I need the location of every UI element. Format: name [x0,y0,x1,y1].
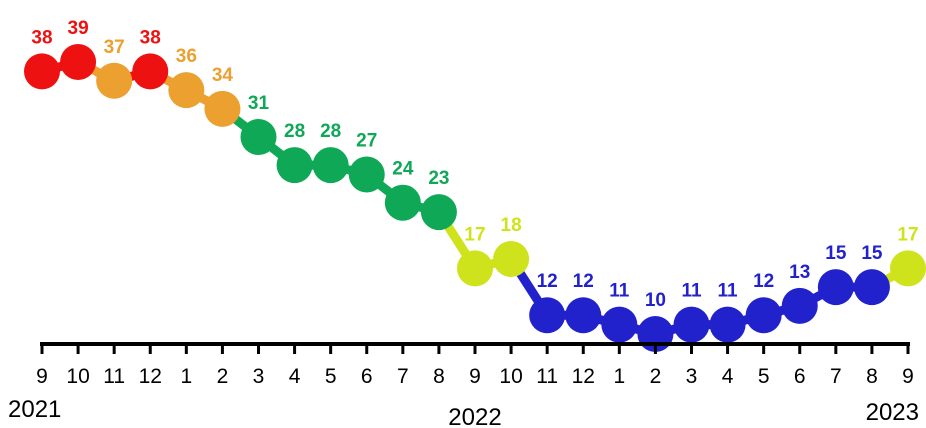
x-tick-label: 8 [433,365,445,388]
x-tick-label: 11 [536,365,558,388]
data-point [348,156,385,193]
year-label: 2022 [448,404,501,428]
data-point [168,72,205,109]
x-tick-label: 5 [325,365,337,388]
x-tick-label: 9 [469,365,481,388]
x-tick-label: 10 [499,365,522,388]
x-tick-label: 4 [289,365,301,388]
data-label: 18 [501,215,522,236]
data-label: 12 [753,271,774,292]
x-tick-label: 3 [686,365,698,388]
x-tick-label: 11 [103,365,125,388]
data-point [601,306,638,343]
data-point [96,62,133,99]
data-point [853,269,890,306]
x-tick-label: 6 [794,365,806,388]
data-label: 10 [645,290,666,311]
x-tick-label: 3 [253,365,265,388]
data-point [493,240,530,277]
data-label: 15 [825,243,847,264]
data-label: 23 [428,168,449,189]
year-label: 2023 [866,399,919,426]
data-point [276,147,313,184]
data-point [457,250,493,287]
data-point [420,194,457,231]
data-points [24,44,926,352]
data-labels: 38 39 37 38 36 34 31 28 28 27 24 23 17 18 12 12 11 10 11 11… [31,18,918,311]
x-tick-label: 2 [650,365,662,388]
data-point [204,90,241,127]
data-label: 31 [248,93,270,114]
year-labels: 2021 2022 2023 [8,396,919,428]
data-point [240,119,277,156]
data-point [384,184,421,221]
data-point [890,250,926,287]
line-segments [37,57,913,339]
x-tick-label: 12 [139,365,162,388]
data-label: 17 [464,224,485,245]
data-label: 27 [356,131,377,152]
data-point [709,306,746,343]
data-label: 12 [537,271,558,292]
data-label: 38 [31,27,52,48]
x-tick-label: 10 [66,365,89,388]
data-label: 37 [104,37,125,58]
data-point [817,269,854,306]
data-point [24,53,60,90]
x-tick-label: 1 [180,365,192,388]
x-tick-label: 7 [397,365,409,388]
year-label: 2021 [8,396,61,423]
data-label: 11 [718,281,739,302]
data-label: 36 [176,46,197,67]
x-tick-label: 4 [722,365,734,388]
x-tick-label: 6 [361,365,373,388]
data-label: 24 [392,159,414,180]
x-tick-label: 5 [758,365,770,388]
data-point [673,306,710,343]
data-point [132,53,169,90]
data-label: 39 [68,18,89,39]
data-point [312,147,349,184]
x-tick-label: 12 [572,365,595,388]
x-tick-label: 2 [217,365,229,388]
x-tick-label: 9 [902,365,914,388]
data-label: 13 [789,262,810,283]
data-label: 38 [140,27,161,48]
data-label: 17 [897,224,918,245]
x-axis-ticks: 9 10 11 12 1 2 3 4 5 6 7 8 9 10 11 12 1 2 3 4 5 6 7 8 9 [36,344,914,388]
data-label: 11 [609,281,630,302]
data-label: 28 [284,121,305,142]
data-label: 11 [681,281,702,302]
x-tick-label: 9 [36,365,48,388]
data-point [781,287,818,324]
data-point [745,297,782,334]
data-label: 12 [573,271,594,292]
data-label: 15 [861,243,883,264]
data-label: 34 [212,65,234,86]
data-point [565,297,602,334]
x-tick-label: 7 [830,365,842,388]
x-tick-label: 8 [866,365,878,388]
x-tick-label: 1 [613,365,625,388]
data-point [529,297,566,334]
data-point [60,44,97,80]
data-label: 28 [320,121,341,142]
